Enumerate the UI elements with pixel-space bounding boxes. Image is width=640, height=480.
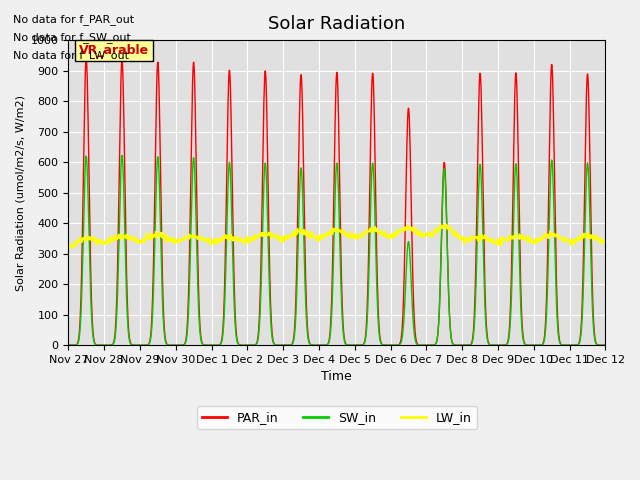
LW_in <box>637 248 640 253</box>
Title: Solar Radiation: Solar Radiation <box>268 15 406 33</box>
X-axis label: Time: Time <box>321 371 352 384</box>
SW_in <box>630 342 638 348</box>
LW_in <box>490 237 498 242</box>
SW_in <box>340 337 348 343</box>
PAR_in <box>330 225 337 230</box>
Line: LW_in: LW_in <box>68 224 640 251</box>
PAR_in <box>490 342 498 348</box>
SW_in <box>118 153 126 158</box>
PAR_in <box>83 56 90 61</box>
SW_in <box>637 342 640 348</box>
SW_in <box>65 342 72 348</box>
LW_in <box>329 226 337 231</box>
Line: PAR_in: PAR_in <box>68 59 640 345</box>
LW_in <box>442 221 450 227</box>
Line: SW_in: SW_in <box>68 156 640 345</box>
SW_in <box>330 264 337 269</box>
SW_in <box>574 342 582 348</box>
PAR_in <box>65 342 72 348</box>
PAR_in <box>630 342 638 348</box>
SW_in <box>154 156 162 162</box>
LW_in <box>630 238 638 244</box>
PAR_in <box>574 342 582 348</box>
PAR_in <box>340 334 348 340</box>
Text: No data for f_LW_out: No data for f_LW_out <box>13 50 129 61</box>
LW_in <box>154 233 162 239</box>
Text: No data for f_PAR_out: No data for f_PAR_out <box>13 13 134 24</box>
PAR_in <box>637 342 640 348</box>
Y-axis label: Solar Radiation (umol/m2/s, W/m2): Solar Radiation (umol/m2/s, W/m2) <box>15 95 25 291</box>
Text: No data for f_SW_out: No data for f_SW_out <box>13 32 131 43</box>
SW_in <box>490 342 498 348</box>
LW_in <box>65 244 72 250</box>
Text: VR_arable: VR_arable <box>79 44 149 57</box>
LW_in <box>340 227 348 233</box>
Legend: PAR_in, SW_in, LW_in: PAR_in, SW_in, LW_in <box>196 407 477 430</box>
PAR_in <box>154 63 162 69</box>
LW_in <box>574 236 582 242</box>
